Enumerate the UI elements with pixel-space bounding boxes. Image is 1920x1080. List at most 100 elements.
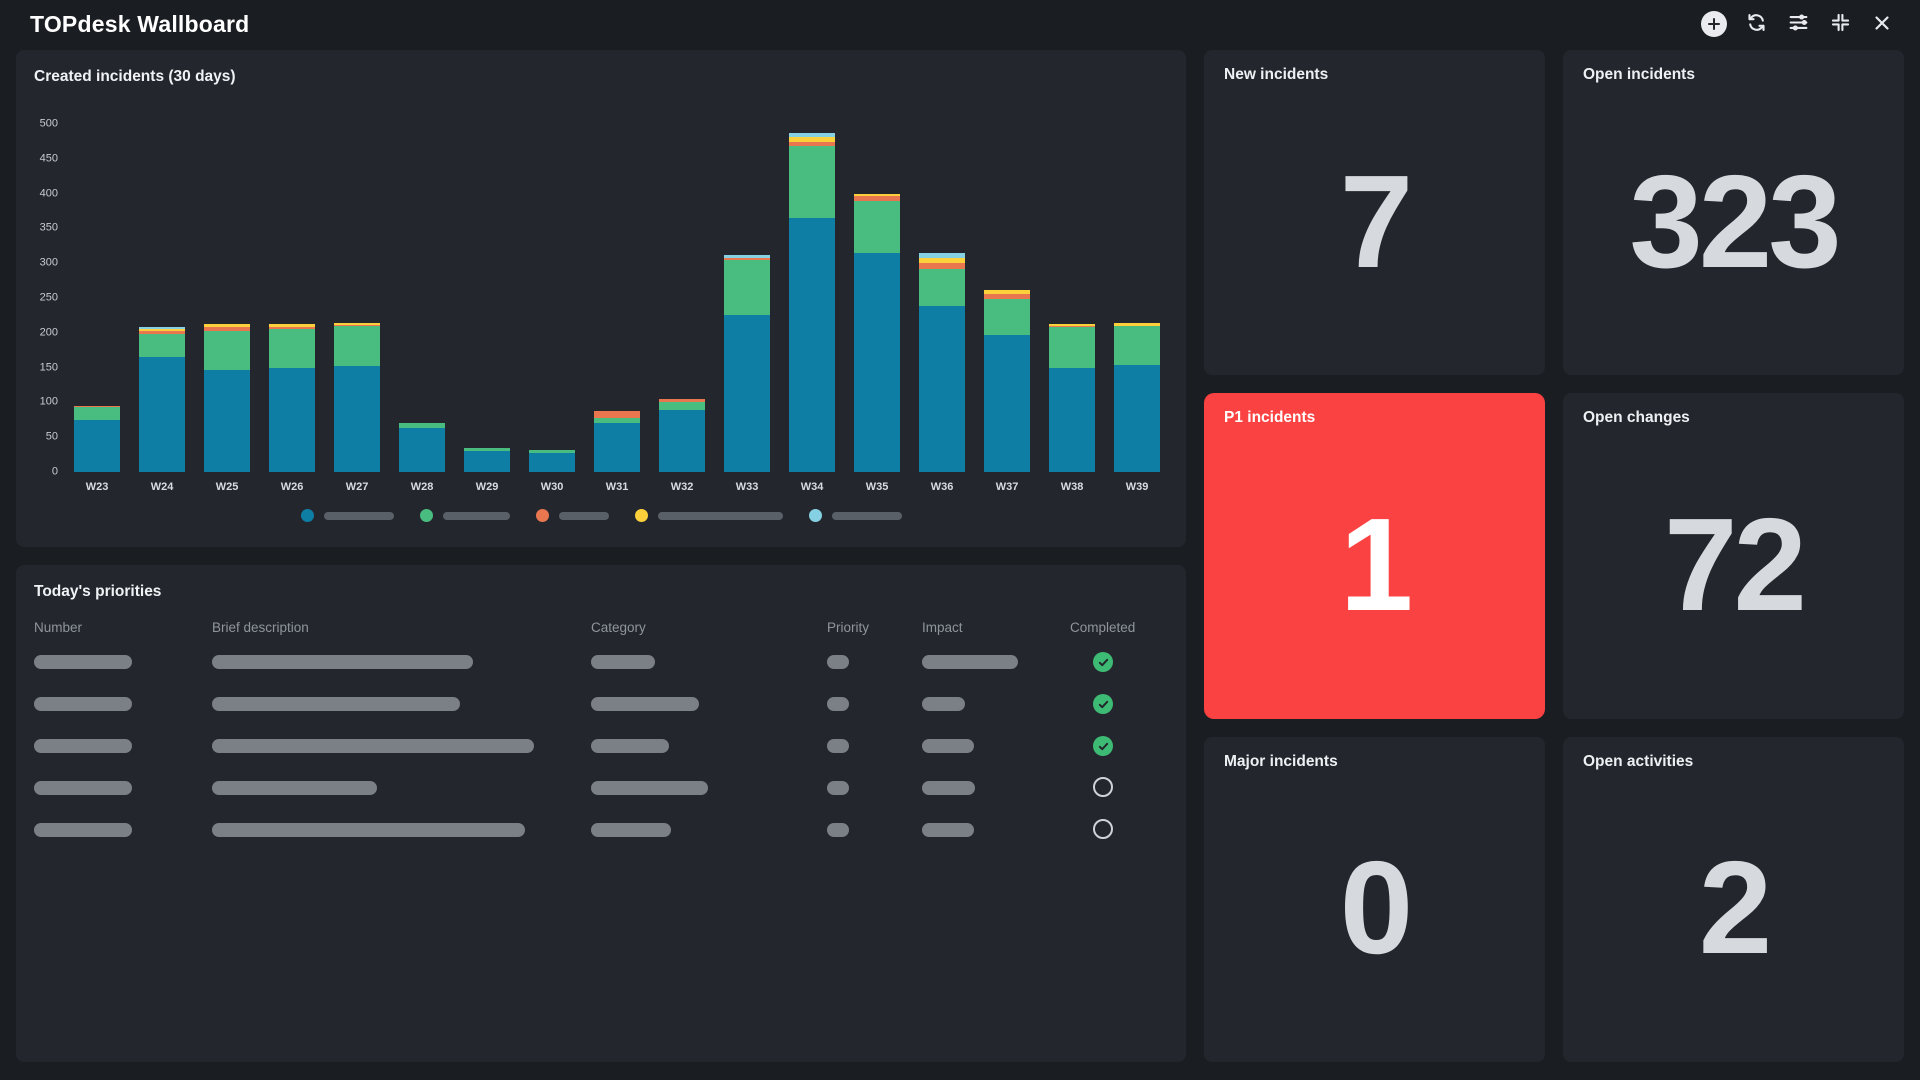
- tile-open-changes: Open changes 72: [1563, 393, 1904, 719]
- series-salmon-segment: [139, 331, 185, 335]
- cell-number: [34, 697, 212, 711]
- bar-W30: [529, 450, 575, 472]
- redacted-text-placeholder: [591, 739, 669, 753]
- bar-W39: [1114, 323, 1160, 472]
- y-tick-label: 300: [39, 256, 58, 269]
- chart-title: Created incidents (30 days): [34, 68, 236, 85]
- tile-open-incidents: Open incidents 323: [1563, 50, 1904, 376]
- y-tick-label: 250: [39, 291, 58, 304]
- redacted-text-placeholder: [591, 823, 671, 837]
- series-teal-segment: [1049, 367, 1095, 472]
- redacted-text-placeholder: [827, 781, 849, 795]
- legend-item-series-lightblue: [808, 509, 902, 522]
- series-green-segment: [204, 330, 250, 371]
- series-yellow-segment: [919, 258, 965, 264]
- completed-check-icon[interactable]: [1093, 694, 1113, 714]
- not-completed-circle-icon[interactable]: [1093, 776, 1113, 797]
- series-lightblue-segment: [789, 133, 835, 138]
- legend-item-series-teal: [300, 509, 394, 522]
- column-header-category: Category: [591, 620, 646, 635]
- series-teal-segment: [529, 453, 575, 472]
- legend-item-series-salmon: [535, 509, 609, 522]
- x-tick-label: W35: [865, 481, 889, 493]
- x-tick-label: W30: [540, 481, 564, 493]
- legend-label-redacted: [831, 511, 902, 520]
- bar-W24: [139, 327, 185, 472]
- cell-number: [34, 823, 212, 837]
- bar-W26: [269, 324, 315, 472]
- redacted-text-placeholder: [212, 739, 534, 753]
- bar-W23: [74, 405, 120, 472]
- cell-impact: [922, 697, 1070, 711]
- redacted-text-placeholder: [827, 823, 849, 837]
- series-green-segment: [269, 328, 315, 368]
- series-green-segment: [984, 298, 1030, 335]
- dashboard: Created incidents (30 days) 0 50 100 150 200…: [0, 48, 1920, 1080]
- cell-impact: [922, 739, 1070, 753]
- x-tick-label: W34: [800, 481, 824, 493]
- x-tick-label: W33: [735, 481, 759, 493]
- series-green-segment: [1049, 327, 1095, 368]
- series-teal-segment: [139, 357, 185, 472]
- redacted-text-placeholder: [212, 655, 473, 669]
- series-salmon-segment: [74, 405, 120, 408]
- x-tick-label: W36: [930, 481, 954, 493]
- tile-title: Open activities: [1583, 752, 1694, 770]
- series-teal-segment: [789, 218, 835, 472]
- series-yellow-segment: [204, 324, 250, 328]
- redacted-text-placeholder: [34, 655, 132, 669]
- bar-W27: [334, 323, 380, 472]
- bar-W35: [854, 193, 900, 472]
- cell-category: [591, 697, 827, 711]
- series-teal-segment: [334, 365, 380, 472]
- tile-title: Major incidents: [1224, 752, 1338, 770]
- not-completed-circle-icon[interactable]: [1093, 818, 1113, 839]
- tile-value: 7: [1339, 147, 1413, 295]
- sliders-button[interactable]: [1782, 8, 1814, 40]
- tile-value: 323: [1629, 147, 1841, 295]
- series-teal-segment: [984, 334, 1030, 472]
- redacted-text-placeholder: [922, 823, 974, 837]
- series-teal-segment: [464, 451, 510, 472]
- cell-priority: [827, 823, 922, 837]
- app-header: TOPdesk Wallboard: [0, 0, 1920, 48]
- series-teal-segment: [74, 419, 120, 472]
- close-button[interactable]: [1866, 8, 1898, 40]
- series-green-segment: [399, 422, 445, 428]
- legend-dot: [808, 509, 822, 522]
- redacted-text-placeholder: [827, 655, 849, 669]
- tile-title: Open changes: [1583, 409, 1690, 427]
- redacted-text-placeholder: [212, 823, 525, 837]
- series-teal-segment: [724, 314, 770, 472]
- column-header-completed: Completed: [1070, 620, 1136, 635]
- y-tick-label: 0: [51, 465, 58, 478]
- legend-item-series-green: [419, 509, 510, 522]
- cell-number: [34, 655, 212, 669]
- cell-impact: [922, 655, 1070, 669]
- cell-brief: [212, 739, 591, 753]
- add-button[interactable]: [1698, 8, 1730, 40]
- refresh-button[interactable]: [1740, 8, 1772, 40]
- app-title: TOPdesk Wallboard: [30, 10, 250, 37]
- series-teal-segment: [1114, 364, 1160, 472]
- cell-completed: [1070, 652, 1168, 672]
- redacted-text-placeholder: [212, 781, 377, 795]
- series-lightblue-segment: [139, 327, 185, 330]
- series-salmon-segment: [1049, 325, 1095, 328]
- series-yellow-segment: [139, 329, 185, 332]
- completed-check-icon[interactable]: [1093, 652, 1113, 672]
- completed-check-icon[interactable]: [1093, 736, 1113, 756]
- cell-impact: [922, 823, 1070, 837]
- close-icon: [1873, 14, 1891, 35]
- x-tick-label: W38: [1060, 481, 1084, 493]
- tile-new-incidents: New incidents 7: [1204, 50, 1545, 376]
- legend-dot: [634, 509, 648, 522]
- cell-brief: [212, 655, 591, 669]
- exit-fullscreen-button[interactable]: [1824, 8, 1856, 40]
- redacted-text-placeholder: [922, 739, 974, 753]
- cell-category: [591, 823, 827, 837]
- series-lightblue-segment: [724, 254, 770, 258]
- cell-priority: [827, 655, 922, 669]
- created-incidents-panel: Created incidents (30 days) 0 50 100 150 200…: [16, 50, 1186, 547]
- tile-title: New incidents: [1224, 66, 1329, 83]
